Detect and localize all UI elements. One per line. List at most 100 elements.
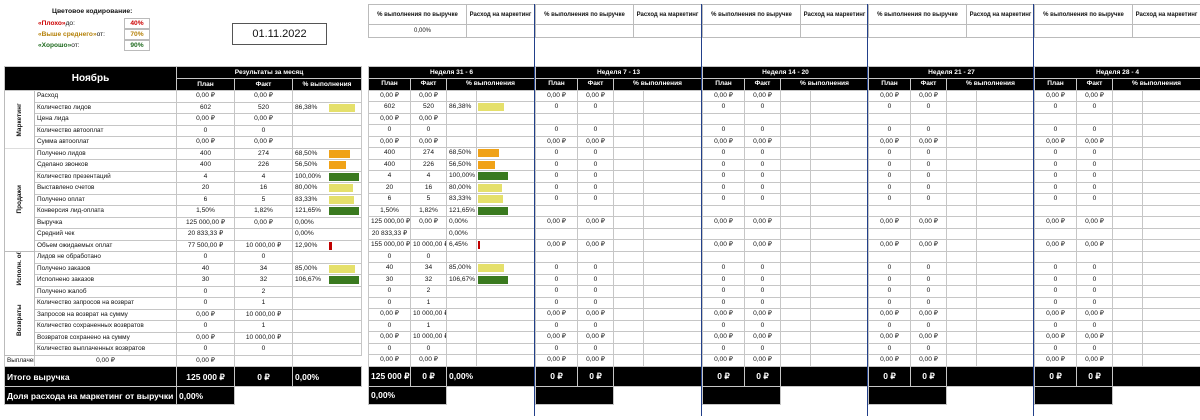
week-fact-cell[interactable]: 0: [577, 262, 614, 275]
week-fact-cell[interactable]: 0: [744, 124, 781, 137]
week-fact-cell[interactable]: [910, 227, 947, 240]
week-plan-cell[interactable]: 6: [368, 193, 411, 206]
week-pct-cell[interactable]: [780, 216, 811, 229]
week-fact-cell[interactable]: 0: [744, 101, 781, 114]
week-pct-cell[interactable]: [613, 273, 644, 286]
week-fact-cell[interactable]: 0: [577, 285, 614, 298]
week-pct-cell[interactable]: [613, 331, 644, 344]
week-plan-cell[interactable]: 0: [535, 319, 578, 332]
week-pct-cell[interactable]: [780, 308, 811, 321]
week-fact-cell[interactable]: 0,00 ₽: [910, 354, 947, 367]
week-pct-cell[interactable]: 80,00%: [446, 181, 477, 194]
week-fact-cell[interactable]: 0: [577, 101, 614, 114]
week-fact-cell[interactable]: 0,00 ₽: [744, 308, 781, 321]
week-pct-cell[interactable]: [613, 342, 644, 355]
week-fact-cell[interactable]: 0: [744, 273, 781, 286]
week-fact-cell[interactable]: 0: [577, 124, 614, 137]
week-pct-cell[interactable]: [1112, 227, 1143, 240]
week-fact-cell[interactable]: [744, 204, 781, 217]
week-fact-cell[interactable]: 0,00 ₽: [1076, 216, 1113, 229]
week-plan-cell[interactable]: 0: [702, 147, 745, 160]
week-fact-cell[interactable]: 0: [1076, 124, 1113, 137]
week-pct-cell[interactable]: [946, 89, 977, 102]
week-fact-cell[interactable]: 0,00 ₽: [1076, 89, 1113, 102]
week-plan-cell[interactable]: 0,00 ₽: [868, 89, 911, 102]
week-pct-cell[interactable]: [946, 262, 977, 275]
week-plan-cell[interactable]: [535, 227, 578, 240]
plan-cell[interactable]: 0,00 ₽: [176, 90, 235, 103]
week-fact-cell[interactable]: 0: [1076, 101, 1113, 114]
week-plan-cell[interactable]: 0,00 ₽: [868, 354, 911, 367]
week-plan-cell[interactable]: 0: [702, 101, 745, 114]
fact-cell[interactable]: 520: [234, 101, 293, 114]
week-pct-cell[interactable]: [1112, 147, 1143, 160]
week-fact-cell[interactable]: 2: [410, 285, 447, 298]
week-plan-cell[interactable]: 0,00 ₽: [535, 239, 578, 252]
week-plan-cell[interactable]: 0: [702, 273, 745, 286]
fact-cell[interactable]: 16: [234, 182, 293, 195]
week-plan-cell[interactable]: 125 000,00 ₽: [368, 216, 411, 229]
week-pct-cell[interactable]: [613, 204, 644, 217]
week-plan-cell[interactable]: 0: [1034, 273, 1077, 286]
week-pct-cell[interactable]: [613, 135, 644, 148]
week-pct-cell[interactable]: [780, 239, 811, 252]
week-plan-cell[interactable]: 0: [368, 319, 411, 332]
week-fact-cell[interactable]: 0,00 ₽: [910, 135, 947, 148]
week-fact-cell[interactable]: 0,00 ₽: [1076, 308, 1113, 321]
week-plan-cell[interactable]: 0: [702, 319, 745, 332]
week-pct-cell[interactable]: [946, 124, 977, 137]
week-plan-cell[interactable]: 0: [868, 285, 911, 298]
plan-cell[interactable]: 6: [176, 193, 235, 206]
kpi-marketing-value[interactable]: [801, 25, 869, 38]
week-plan-cell[interactable]: 0: [868, 158, 911, 171]
week-fact-cell[interactable]: [910, 112, 947, 125]
plan-cell[interactable]: 0,00 ₽: [34, 354, 177, 367]
week-pct-cell[interactable]: [1112, 296, 1143, 309]
week-plan-cell[interactable]: 400: [368, 158, 411, 171]
fact-cell[interactable]: 0,00 ₽: [234, 216, 293, 229]
week-fact-cell[interactable]: 0: [910, 296, 947, 309]
week-pct-cell[interactable]: [780, 342, 811, 355]
fact-cell[interactable]: 4: [234, 170, 293, 183]
week-plan-cell[interactable]: [535, 204, 578, 217]
kpi-revenue-pct-value[interactable]: [869, 25, 967, 38]
week-plan-cell[interactable]: 0: [868, 296, 911, 309]
week-fact-cell[interactable]: 0: [577, 147, 614, 160]
fact-cell[interactable]: 0,00 ₽: [176, 354, 235, 367]
week-plan-cell[interactable]: 0: [702, 342, 745, 355]
week-plan-cell[interactable]: 0,00 ₽: [702, 135, 745, 148]
week-pct-cell[interactable]: [946, 193, 977, 206]
week-pct-cell[interactable]: [946, 296, 977, 309]
week-pct-cell[interactable]: [780, 170, 811, 183]
plan-cell[interactable]: 0: [176, 297, 235, 310]
plan-cell[interactable]: 30: [176, 274, 235, 287]
week-plan-cell[interactable]: 0,00 ₽: [535, 216, 578, 229]
week-fact-cell[interactable]: 0: [910, 181, 947, 194]
week-plan-cell[interactable]: 0: [702, 158, 745, 171]
week-plan-cell[interactable]: 0: [535, 342, 578, 355]
week-pct-cell[interactable]: [946, 354, 977, 367]
week-fact-cell[interactable]: [1076, 204, 1113, 217]
week-pct-cell[interactable]: [1112, 354, 1143, 367]
fact-cell[interactable]: 34: [234, 262, 293, 275]
fact-cell[interactable]: 10 000,00 ₽: [234, 239, 293, 252]
fact-cell[interactable]: 10 000,00 ₽: [234, 331, 293, 344]
week-plan-cell[interactable]: [1034, 227, 1077, 240]
week-fact-cell[interactable]: [1076, 112, 1113, 125]
legend-threshold[interactable]: 40%: [124, 18, 150, 29]
week-pct-cell[interactable]: [946, 308, 977, 321]
pct-cell[interactable]: 56,50%: [291, 159, 363, 172]
week-plan-cell[interactable]: 0,00 ₽: [868, 216, 911, 229]
week-pct-cell[interactable]: [780, 158, 811, 171]
week-plan-cell[interactable]: 0: [535, 181, 578, 194]
kpi-marketing-value[interactable]: [1133, 25, 1200, 38]
week-pct-cell[interactable]: [613, 296, 644, 309]
week-fact-cell[interactable]: 10 000,00 ₽: [410, 331, 447, 344]
week-fact-cell[interactable]: 0,00 ₽: [1076, 239, 1113, 252]
week-plan-cell[interactable]: 0: [368, 285, 411, 298]
week-plan-cell[interactable]: [702, 112, 745, 125]
plan-cell[interactable]: 20: [176, 182, 235, 195]
pct-cell[interactable]: 100,00%: [291, 170, 363, 183]
fact-cell[interactable]: 32: [234, 274, 293, 287]
week-plan-cell[interactable]: 0,00 ₽: [868, 308, 911, 321]
